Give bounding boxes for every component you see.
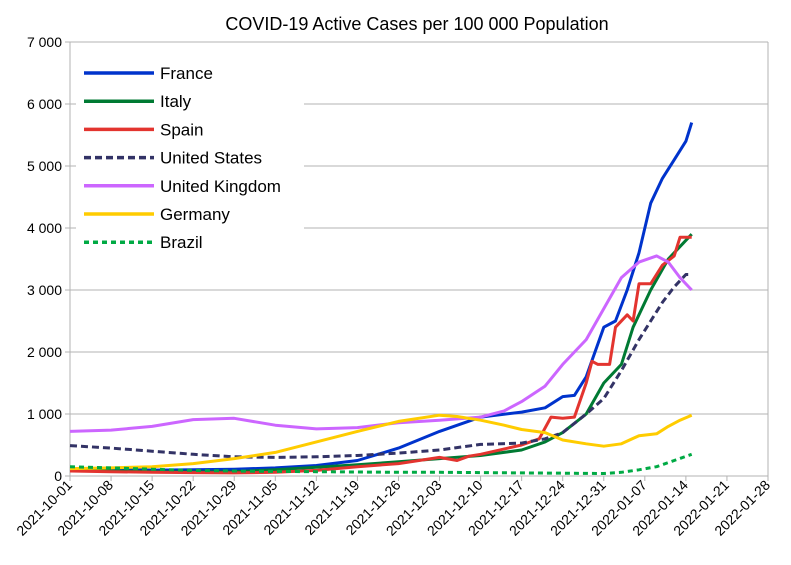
legend-label: Spain	[160, 120, 203, 139]
legend: France Italy Spain United States United King…	[76, 55, 304, 260]
y-tick-label: 2 000	[27, 344, 62, 360]
series-line-italy	[69, 233, 693, 474]
chart-title: COVID-19 Active Cases per 100 000 Popula…	[225, 14, 608, 34]
y-tick-label: 5 000	[27, 158, 62, 174]
y-tick-label: 3 000	[27, 282, 62, 298]
y-tick-label: 6 000	[27, 96, 62, 112]
y-tick-label: 0	[54, 468, 62, 484]
legend-label: United Kingdom	[160, 177, 281, 196]
y-tick-label: 1 000	[27, 406, 62, 422]
legend-label: Italy	[160, 92, 192, 111]
legend-label: France	[160, 64, 213, 83]
y-tick-label: 4 000	[27, 220, 62, 236]
legend-label: Germany	[160, 205, 230, 224]
plot-area	[69, 122, 694, 475]
legend-background	[76, 55, 304, 260]
y-tick-label: 7 000	[27, 34, 62, 50]
y-axis: 0 1 000 2 000 3 000 4 000 5 000 6 000 7 000	[27, 34, 769, 484]
x-axis: 2021-10-012021-10-082021-10-152021-10-22…	[13, 475, 773, 539]
series-line-france	[70, 122, 694, 472]
series-line-spain	[69, 235, 692, 475]
legend-label: Brazil	[160, 233, 203, 252]
series-line-united-kingdom	[69, 254, 693, 433]
series-line-united-states	[69, 273, 692, 459]
series-line-germany	[69, 413, 693, 471]
series-line-brazil	[69, 452, 693, 475]
legend-label: United States	[160, 149, 262, 168]
